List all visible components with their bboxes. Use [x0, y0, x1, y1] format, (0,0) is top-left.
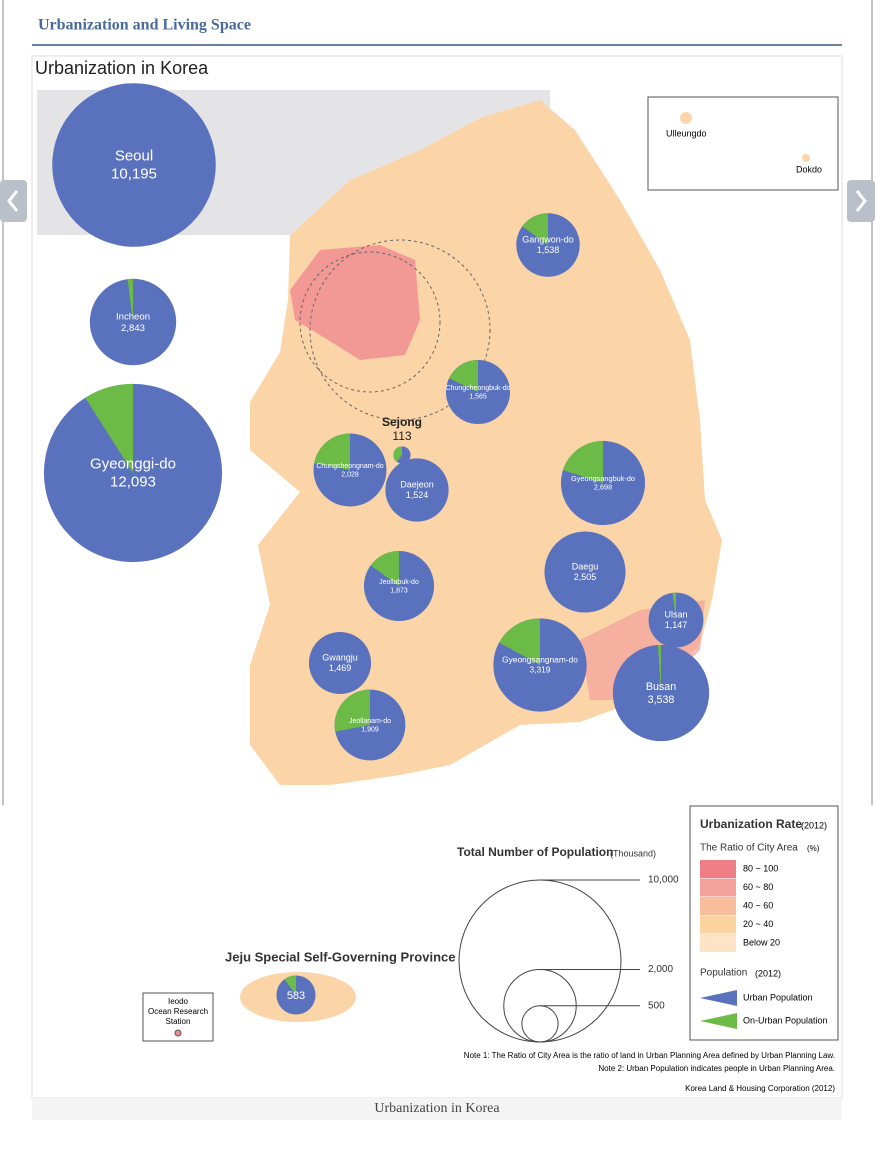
- legend-subtitle: The Ratio of City Area: [700, 843, 798, 854]
- region-population: 1,565: [469, 393, 487, 400]
- map-title: Urbanization in Korea: [35, 58, 209, 78]
- region-name: Incheon: [116, 311, 150, 322]
- legend-pop-title: Population: [700, 968, 747, 979]
- legend-title: Urbanization Rate: [700, 817, 802, 831]
- ieodo-label: Ieodo: [168, 997, 189, 1006]
- non-urban-wedge: [334, 689, 370, 732]
- legend-class-label: 60 ~ 80: [743, 882, 773, 892]
- island: [680, 112, 692, 124]
- section-title: Urbanization and Living Space: [38, 17, 251, 34]
- non-urban-wedge: [562, 440, 603, 483]
- region-name: Busan: [646, 681, 676, 693]
- region-name: Chungcheongnam-do: [316, 463, 383, 470]
- caption-bar: [32, 1098, 842, 1120]
- urban-pie: [385, 458, 449, 522]
- legend-class-label: 40 ~ 60: [743, 900, 773, 910]
- note: Note 1: The Ratio of City Area is the ra…: [464, 1051, 835, 1060]
- note: Note 2: Urban Population indicates peopl…: [598, 1064, 835, 1073]
- legend-year: (2012): [801, 820, 827, 830]
- region-population: 1,469: [329, 663, 352, 673]
- region-population: 113: [392, 429, 411, 443]
- scale-label: 500: [648, 1000, 665, 1011]
- region-population: 1,524: [406, 490, 429, 500]
- legend-non-urban: On-Urban Population: [743, 1015, 828, 1025]
- region-name: Gyeongsangnam-do: [502, 655, 578, 665]
- non-urban-wedge: [449, 359, 478, 392]
- region-population: 2,698: [594, 483, 612, 492]
- urban-pie: [544, 531, 626, 613]
- ieodo-label: Ocean Research: [148, 1007, 208, 1016]
- legend-class-label: Below 20: [743, 937, 780, 947]
- region-population: 10,195: [111, 166, 157, 183]
- non-urban-wedge: [499, 618, 540, 665]
- legend-swatch: [700, 878, 736, 897]
- non-urban-wedge: [284, 975, 296, 995]
- jeju-title: Jeju Special Self-Governing Province: [225, 949, 455, 964]
- ieodo-label: Station: [166, 1017, 191, 1026]
- scale-title: Total Number of Population: [457, 845, 613, 859]
- non-urban-wedge: [657, 644, 661, 693]
- region-name: Jeollabuk-do: [379, 579, 419, 586]
- non-urban-wedge: [127, 278, 133, 322]
- region-population: 12,093: [110, 474, 156, 491]
- region-name: Gangwon-do: [522, 234, 574, 244]
- urban-pie: [308, 631, 372, 695]
- island: [802, 154, 810, 162]
- region-population: 3,538: [648, 694, 675, 706]
- region-population: 1,538: [537, 245, 560, 255]
- legend-class-label: 20 ~ 40: [743, 919, 773, 929]
- region-name: Seoul: [115, 148, 153, 165]
- legend-class-label: 80 ~ 100: [743, 863, 778, 873]
- legend-swatch: [700, 860, 736, 878]
- non-urban-wedge: [314, 433, 350, 470]
- region-population: 2,028: [341, 471, 359, 478]
- region-population: 2,843: [121, 323, 145, 334]
- urban-pie: [52, 83, 216, 247]
- next-button[interactable]: [847, 180, 875, 222]
- scale-label: 2,000: [648, 964, 673, 975]
- legend-urban: Urban Population: [743, 992, 813, 1002]
- non-urban-wedge: [393, 446, 402, 462]
- source: Korea Land & Housing Corporation (2012): [685, 1084, 835, 1093]
- region-name: Gyeongsangbuk-do: [571, 474, 635, 483]
- zoom-circle: [299, 251, 441, 393]
- region-name: Daegu: [572, 561, 599, 571]
- non-urban-wedge: [522, 213, 548, 245]
- zoom-circle: [309, 239, 491, 421]
- region-population: 3,319: [530, 665, 551, 675]
- prev-button[interactable]: [0, 180, 27, 222]
- region-name: Daejeon: [400, 479, 434, 489]
- legend-non-urban-swatch: [700, 1013, 737, 1029]
- legend-unit: (%): [807, 844, 820, 853]
- legend-swatch: [700, 915, 736, 934]
- scale-unit: (Thousand): [610, 848, 656, 858]
- capital-area: [290, 245, 420, 360]
- scale-label: 10,000: [648, 875, 679, 886]
- non-urban-wedge: [85, 383, 133, 473]
- region-name: Chungcheongbuk-do: [446, 385, 511, 392]
- legend-swatch: [700, 897, 736, 915]
- region-population: 1,147: [665, 620, 688, 630]
- ieodo-marker: [174, 1029, 182, 1037]
- legend-pop-year: (2012): [755, 968, 781, 978]
- region-name: Gwangju: [322, 652, 358, 662]
- region-name: Ulsan: [664, 609, 687, 619]
- legend-urban-swatch: [700, 990, 737, 1006]
- region-population: 2,505: [574, 572, 597, 582]
- region-name: Gyeonggi-do: [90, 456, 176, 473]
- region-population: 1,909: [361, 726, 379, 733]
- island-label: Ulleungdo: [666, 128, 707, 138]
- region-name: Sejong: [382, 415, 422, 429]
- region-name: Jeollanam-do: [349, 718, 391, 725]
- non-urban-wedge: [672, 592, 676, 620]
- caption: Urbanization in Korea: [374, 1101, 500, 1116]
- non-urban-wedge: [370, 550, 399, 586]
- region-population: 1,873: [390, 587, 408, 594]
- island-label: Dokdo: [796, 164, 822, 174]
- region-population: 583: [287, 990, 305, 1002]
- legend-swatch: [700, 934, 736, 952]
- inset-box: [647, 96, 839, 191]
